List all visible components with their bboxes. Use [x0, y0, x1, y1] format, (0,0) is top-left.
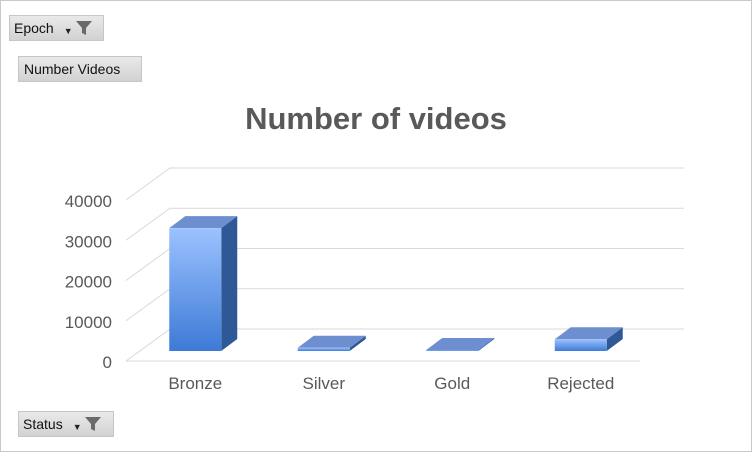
gridline: [125, 167, 684, 201]
x-tick-label: Bronze: [168, 374, 222, 393]
values-field-label: Number Videos: [24, 61, 121, 77]
y-tick-label: 0: [103, 353, 112, 372]
y-tick-label: 10000: [65, 313, 112, 332]
x-tick-label: Silver: [302, 374, 345, 393]
bar-top: [169, 216, 238, 229]
dropdown-caret-icon[interactable]: ▼: [72, 422, 82, 432]
chart-title: Number of videos: [245, 101, 507, 136]
bar: [426, 338, 495, 351]
bar-front: [169, 228, 222, 351]
gridline: [125, 207, 684, 241]
y-tick-label: 20000: [65, 273, 112, 292]
filter-funnel-icon[interactable]: [75, 19, 93, 37]
y-tick-label: 30000: [65, 232, 112, 251]
x-axis: Bronze Silver Gold Rejected: [168, 374, 614, 393]
filter-funnel-icon[interactable]: [84, 415, 102, 433]
x-tick-label: Rejected: [547, 374, 614, 393]
epoch-filter-controls[interactable]: ▼: [64, 19, 97, 37]
bars: [169, 216, 623, 351]
y-axis: 0 10000 20000 30000 40000: [65, 192, 112, 372]
status-filter-button[interactable]: Status ▼: [18, 411, 114, 437]
status-filter-label: Status: [23, 416, 63, 432]
bar: [297, 335, 366, 351]
bar-front: [426, 350, 479, 351]
status-filter-controls[interactable]: ▼: [73, 415, 106, 433]
dropdown-caret-icon[interactable]: ▼: [63, 26, 73, 36]
bar: [169, 216, 238, 351]
bar-front: [297, 347, 350, 351]
bar-top: [426, 338, 495, 350]
x-tick-label: Gold: [434, 374, 470, 393]
bar-front: [554, 339, 607, 351]
bar-side: [478, 338, 495, 351]
epoch-filter-button[interactable]: Epoch ▼: [9, 15, 104, 41]
bar-top: [554, 327, 623, 340]
values-field-button[interactable]: Number Videos: [18, 56, 142, 82]
bar-top: [297, 335, 366, 348]
bar-side: [349, 335, 366, 351]
bar-side: [221, 216, 238, 351]
y-tick-label: 40000: [65, 192, 112, 211]
epoch-filter-label: Epoch: [14, 20, 54, 36]
bar-side: [606, 327, 623, 351]
bar: [554, 327, 623, 351]
